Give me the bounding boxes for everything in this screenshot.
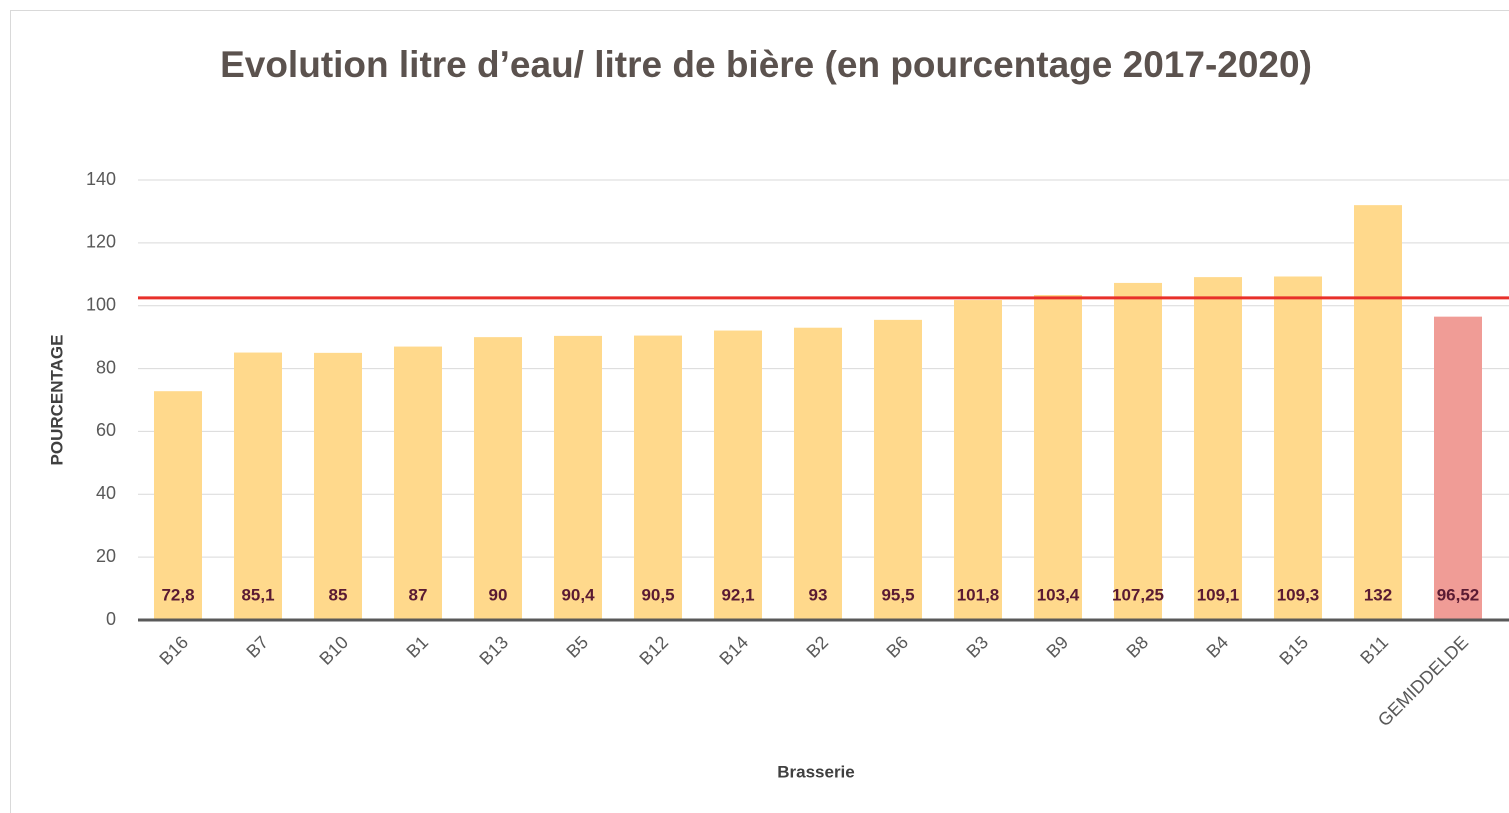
x-tick-label: B5 — [562, 632, 592, 662]
value-label: 85 — [329, 585, 348, 604]
x-tick-label: B15 — [1275, 632, 1312, 669]
value-label: 92,1 — [721, 585, 754, 604]
bar — [314, 352, 362, 620]
x-tick-label: B4 — [1202, 632, 1232, 662]
bar — [554, 335, 602, 620]
x-tick-label: B9 — [1042, 632, 1072, 662]
y-tick-label: 140 — [86, 169, 116, 189]
x-tick-label: B10 — [315, 632, 352, 669]
value-label: 90,4 — [561, 585, 595, 604]
value-label: 72,8 — [161, 585, 194, 604]
bar — [1114, 282, 1162, 620]
bar — [954, 300, 1002, 620]
value-label: 109,1 — [1197, 585, 1240, 604]
bar — [394, 346, 442, 620]
value-label: 87 — [409, 585, 428, 604]
y-tick-label: 60 — [96, 420, 116, 440]
x-tick-label: B6 — [882, 632, 912, 662]
y-tick-label: 100 — [86, 294, 116, 314]
value-label: 93 — [809, 585, 828, 604]
x-axis-label: Brasserie — [777, 762, 855, 781]
chart-border — [10, 10, 1509, 813]
bar — [474, 337, 522, 620]
value-label: 101,8 — [957, 585, 1000, 604]
value-label: 90,5 — [641, 585, 674, 604]
bar — [794, 327, 842, 620]
value-label: 95,5 — [881, 585, 914, 604]
bar — [1194, 277, 1242, 620]
value-label: 96,52 — [1437, 585, 1480, 604]
y-tick-label: 80 — [96, 357, 116, 377]
bar — [1274, 276, 1322, 620]
x-tick-label: B8 — [1122, 632, 1152, 662]
bar — [154, 391, 202, 620]
y-tick-label: 20 — [96, 546, 116, 566]
bar — [1354, 205, 1402, 620]
bar — [874, 319, 922, 620]
y-axis-label: POURCENTAGE — [47, 335, 66, 466]
bar — [1034, 295, 1082, 620]
x-tick-label: B2 — [802, 632, 832, 662]
x-tick-label: B12 — [635, 632, 672, 669]
bar — [1434, 316, 1482, 620]
x-tick-label: B14 — [715, 632, 752, 669]
bar — [234, 352, 282, 620]
x-tick-label: B13 — [475, 632, 512, 669]
x-tick-label: B1 — [402, 632, 432, 662]
bar — [714, 330, 762, 620]
y-tick-label: 120 — [86, 232, 116, 252]
value-label: 85,1 — [241, 585, 274, 604]
y-tick-label: 0 — [106, 609, 116, 629]
x-tick-label: B11 — [1356, 632, 1392, 668]
chart-title: Evolution litre d’eau/ litre de bière (e… — [220, 44, 1312, 85]
value-label: 103,4 — [1037, 585, 1080, 604]
value-label: 109,3 — [1277, 585, 1320, 604]
y-tick-label: 40 — [96, 483, 116, 503]
value-label: 107,25 — [1112, 585, 1164, 604]
x-tick-label: B3 — [962, 632, 992, 662]
value-label: 90 — [489, 585, 508, 604]
bar — [634, 335, 682, 620]
value-label: 132 — [1364, 585, 1392, 604]
x-tick-label: B7 — [242, 632, 272, 662]
x-tick-label: B16 — [155, 632, 192, 669]
